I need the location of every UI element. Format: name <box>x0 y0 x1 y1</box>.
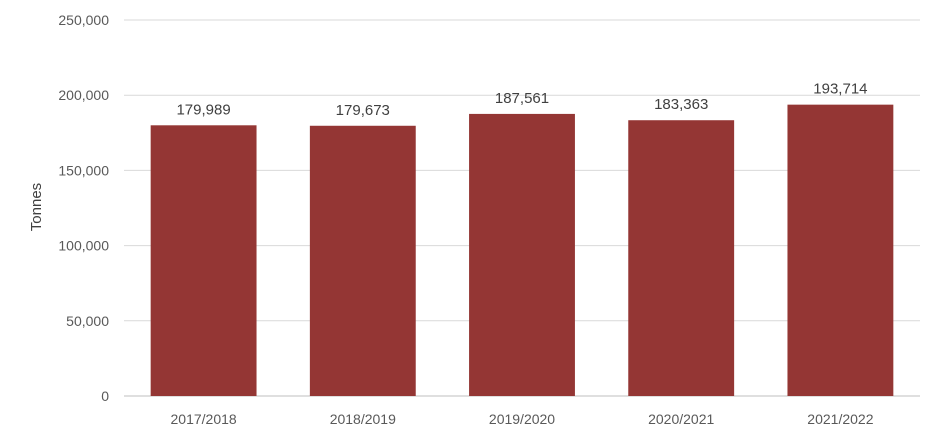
bar-value-label: 179,989 <box>176 101 230 118</box>
y-tick-label: 50,000 <box>66 313 109 329</box>
bar <box>309 125 416 397</box>
y-axis-title: Tonnes <box>28 183 45 231</box>
x-axis-tick-labels: 2017/2018 2018/2019 2019/2020 2020/2021 2021… <box>171 411 874 427</box>
bar-value-label: 183,363 <box>654 96 708 113</box>
bar <box>628 120 735 396</box>
bar-value-label: 193,714 <box>813 81 867 98</box>
y-tick-label: 200,000 <box>58 87 109 103</box>
x-tick-label: 2021/2022 <box>807 411 873 427</box>
bars <box>150 104 894 397</box>
bar <box>787 104 894 396</box>
bar-value-label: 179,673 <box>336 102 390 119</box>
bar <box>469 113 575 396</box>
data-labels: 179,989 179,673 187,561 183,363 193,714 <box>176 81 867 119</box>
y-tick-label: 250,000 <box>58 12 109 28</box>
y-tick-label: 100,000 <box>58 238 109 254</box>
x-tick-label: 2018/2019 <box>330 411 396 427</box>
x-tick-label: 2017/2018 <box>171 411 237 427</box>
x-tick-label: 2020/2021 <box>648 411 714 427</box>
bar-value-label: 187,561 <box>495 90 549 107</box>
y-axis-tick-labels: 0 50,000 100,000 150,000 200,000 250,000 <box>58 12 109 404</box>
y-tick-label: 150,000 <box>58 162 109 178</box>
x-tick-label: 2019/2020 <box>489 411 555 427</box>
y-tick-label: 0 <box>101 388 109 404</box>
bar <box>150 125 257 397</box>
